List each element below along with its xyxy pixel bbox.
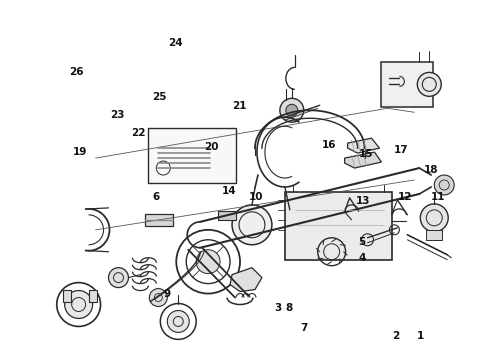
Circle shape (196, 250, 220, 274)
Text: 20: 20 (204, 142, 219, 152)
Bar (148, 128, 236, 183)
Text: 9: 9 (163, 289, 171, 299)
Circle shape (149, 289, 167, 306)
Circle shape (65, 291, 93, 319)
Text: 18: 18 (424, 165, 439, 175)
Polygon shape (230, 268, 262, 292)
Circle shape (286, 104, 298, 116)
Text: 2: 2 (392, 331, 399, 341)
Text: 12: 12 (398, 192, 413, 202)
Circle shape (232, 205, 272, 245)
Bar (63, 289, 71, 302)
Bar (382, 62, 433, 107)
Circle shape (417, 72, 441, 96)
Text: 7: 7 (300, 323, 307, 333)
Text: 14: 14 (222, 186, 237, 196)
Polygon shape (344, 152, 382, 168)
Bar (146, 214, 173, 226)
Text: 25: 25 (152, 92, 167, 102)
Circle shape (280, 98, 304, 122)
Text: 10: 10 (248, 192, 263, 202)
Text: 8: 8 (285, 303, 293, 314)
Bar (285, 192, 392, 260)
Text: 5: 5 (359, 237, 366, 247)
Text: 1: 1 (417, 331, 424, 341)
Text: 11: 11 (431, 192, 445, 202)
Circle shape (434, 175, 454, 195)
Text: 17: 17 (394, 144, 409, 154)
Text: 22: 22 (131, 128, 146, 138)
Polygon shape (347, 138, 379, 153)
Text: 19: 19 (73, 147, 87, 157)
Text: 4: 4 (359, 253, 366, 263)
Text: 24: 24 (169, 38, 183, 48)
Text: 3: 3 (274, 303, 282, 314)
Text: 6: 6 (152, 192, 160, 202)
Text: 23: 23 (110, 110, 124, 120)
Circle shape (420, 204, 448, 232)
Bar (218, 211, 236, 220)
Text: 13: 13 (356, 196, 370, 206)
Bar (89, 289, 97, 302)
Bar (426, 230, 442, 240)
Circle shape (167, 310, 189, 332)
Text: 16: 16 (322, 140, 336, 150)
Text: 26: 26 (70, 67, 84, 77)
Text: 15: 15 (359, 149, 373, 159)
Circle shape (108, 268, 128, 288)
Text: 21: 21 (232, 102, 246, 112)
